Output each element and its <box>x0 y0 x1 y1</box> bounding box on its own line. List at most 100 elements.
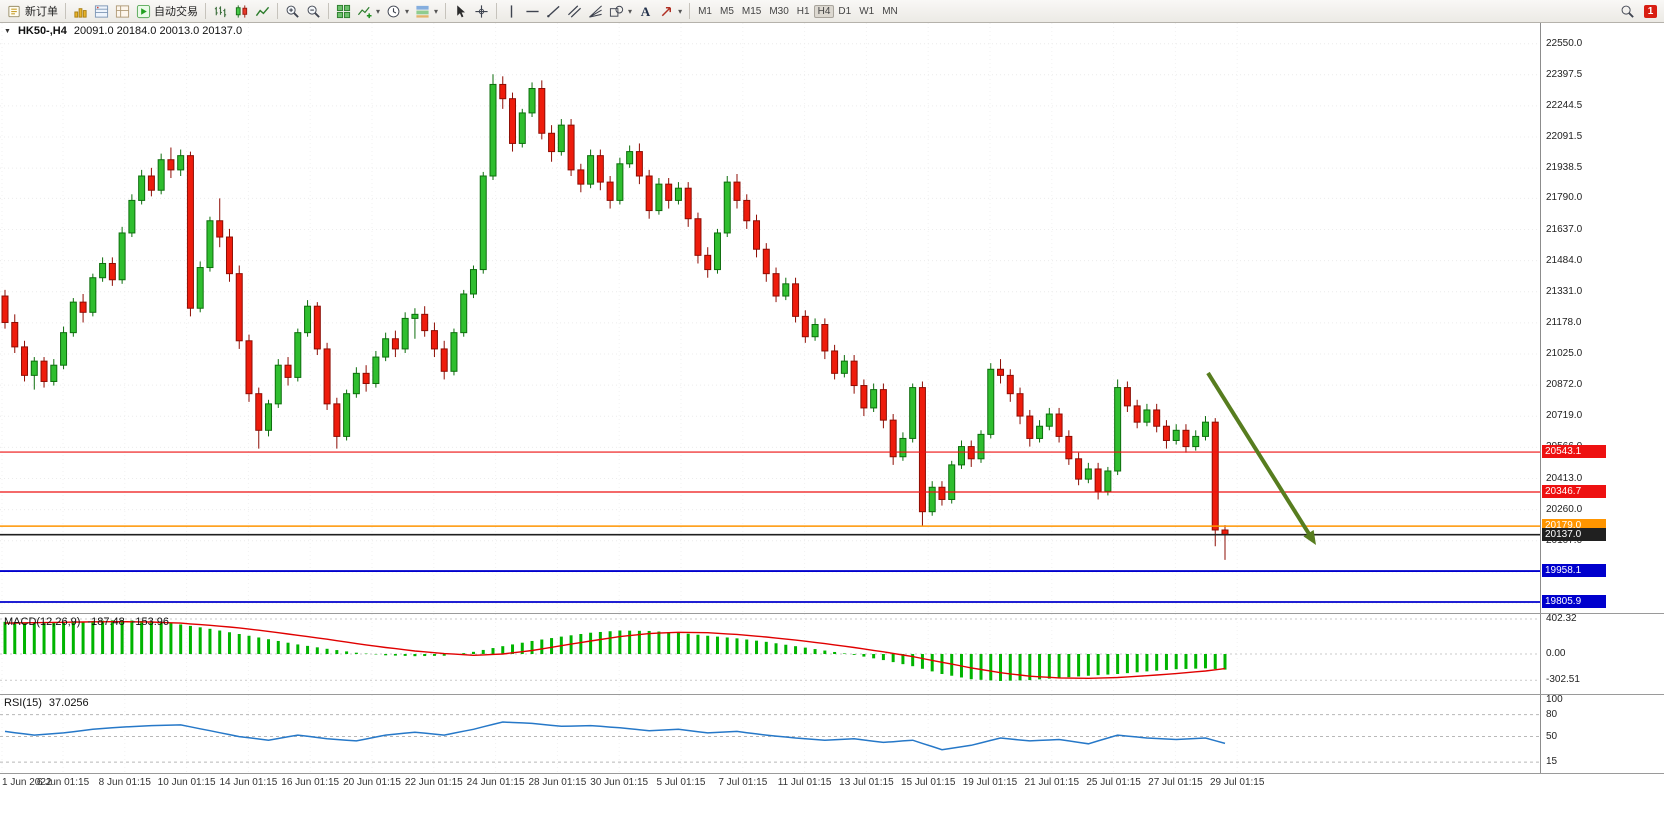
shapes-icon <box>609 5 624 17</box>
search-icon <box>1621 5 1634 18</box>
macd-chart[interactable] <box>0 614 1540 694</box>
chart-symbol-period: HK50-,H4 <box>17 25 67 37</box>
candle <box>635 151 643 177</box>
crosshair-button[interactable] <box>471 3 492 20</box>
timeframe-mn-button[interactable]: MN <box>882 5 898 17</box>
toolbar-separator <box>65 3 66 19</box>
candle <box>1133 405 1141 423</box>
candle <box>909 387 917 439</box>
toolbar-separator <box>445 3 447 19</box>
price-tick: 21484.0 <box>1546 254 1583 266</box>
candle <box>1162 425 1170 441</box>
timeframe-d1-button[interactable]: D1 <box>838 5 852 17</box>
search-button[interactable] <box>1617 3 1638 20</box>
candle <box>1153 409 1161 427</box>
candle <box>1084 468 1092 480</box>
toolbar-separator <box>496 3 498 19</box>
tile-icon <box>336 4 351 18</box>
candles-icon <box>235 4 248 18</box>
candle <box>938 486 946 500</box>
candle <box>557 124 565 153</box>
candle <box>928 486 936 513</box>
macd-panel: 402.32 0.00 -302.51 MACD(12,26,9) -187.48 … <box>0 613 1664 694</box>
time-axis[interactable]: 1 Jun 2022 6 Jun 01:15 8 Jun 01:15 10 Jun 0… <box>0 773 1664 792</box>
candle <box>411 313 419 319</box>
indicators-button[interactable]: ▾ <box>354 3 383 20</box>
chevron-down-icon: ▾ <box>434 6 439 16</box>
price-axis[interactable]: 22550.0 22397.5 22244.5 22091.5 21938.5 21790… <box>1540 23 1664 613</box>
chevron-down-icon: ▾ <box>376 6 381 16</box>
cursor-button[interactable] <box>450 3 471 20</box>
zoom-out-icon <box>307 5 320 18</box>
candle <box>186 155 194 309</box>
candle <box>216 220 224 238</box>
trendline-button[interactable] <box>543 3 564 20</box>
candle <box>704 254 712 271</box>
timeframe-w1-button[interactable]: W1 <box>859 5 875 17</box>
auto-trading-button[interactable]: 自动交易 <box>133 2 201 20</box>
zoom-out-button[interactable] <box>303 3 324 20</box>
price-level-badge: 20137.0 <box>1542 527 1606 541</box>
vertical-line-button[interactable] <box>501 3 522 20</box>
candle <box>987 368 995 435</box>
time-label: 8 Jun 01:15 <box>98 777 151 788</box>
equidistant-channel-button[interactable] <box>564 3 585 20</box>
candle <box>548 132 556 153</box>
periods-button[interactable]: ▾ <box>383 3 412 20</box>
crosshair-icon <box>475 4 488 18</box>
horizontal-line-button[interactable] <box>522 3 543 20</box>
candle <box>626 151 634 165</box>
candle <box>196 267 204 309</box>
bar-chart-button[interactable] <box>210 3 231 20</box>
candle <box>801 315 809 338</box>
time-label: 20 Jun 01:15 <box>343 777 401 788</box>
zoom-in-button[interactable] <box>282 3 303 20</box>
candle <box>1055 413 1063 437</box>
timeframe-h4-button[interactable]: H4 <box>813 4 835 18</box>
candle <box>957 446 965 466</box>
navigator-button[interactable] <box>112 3 133 20</box>
candle <box>1075 458 1083 480</box>
shapes-button[interactable]: ▾ <box>606 3 635 20</box>
candlestick-chart[interactable] <box>0 23 1540 613</box>
candle <box>177 155 185 171</box>
candle <box>528 88 536 114</box>
annotation-arrow[interactable] <box>1206 371 1313 538</box>
rsi-chart[interactable] <box>0 695 1540 773</box>
candle <box>753 220 761 250</box>
tile-windows-button[interactable] <box>333 3 354 20</box>
timeframe-h1-button[interactable]: H1 <box>796 5 810 17</box>
toolbar-groups: 新订单 自动交易 ▾ ▾ ▾ ▾ A ▾ M1 M5 M15 M30 H1 H4 D1 W1 MN <box>4 0 902 22</box>
candle <box>879 389 887 421</box>
toolbar-separator <box>689 3 691 19</box>
templates-button[interactable]: ▾ <box>412 3 441 20</box>
timeframe-m5-button[interactable]: M5 <box>719 5 734 17</box>
rsi-value: 37.0256 <box>48 697 89 709</box>
candle <box>235 273 243 342</box>
symbol-dropdown-icon[interactable]: ▼ <box>4 27 11 35</box>
time-label: 1 Jun 2022 <box>2 777 52 788</box>
charts-button[interactable] <box>70 3 91 20</box>
candle <box>870 389 878 409</box>
timeframe-m15-button[interactable]: M15 <box>741 5 762 17</box>
candle <box>265 403 273 431</box>
rsi-tick: 15 <box>1546 756 1558 768</box>
notification-badge[interactable]: 1 <box>1644 4 1657 18</box>
text-button[interactable]: A <box>635 3 656 20</box>
line-icon <box>255 6 270 16</box>
timeframe-m1-button[interactable]: M1 <box>698 5 712 17</box>
fibonacci-button[interactable] <box>585 3 606 20</box>
market-watch-button[interactable] <box>91 3 112 20</box>
new-order-button[interactable]: 新订单 <box>4 2 61 20</box>
candle <box>967 446 975 460</box>
time-label: 28 Jun 01:15 <box>528 777 587 788</box>
price-tick: 21938.5 <box>1546 162 1583 174</box>
timeframe-m30-button[interactable]: M30 <box>769 5 789 17</box>
candle <box>811 324 819 338</box>
candlestick-chart-button[interactable] <box>231 3 252 20</box>
line-chart-button[interactable] <box>252 3 273 20</box>
candle <box>1094 468 1102 492</box>
candles-series <box>1 74 1229 560</box>
candle <box>50 364 58 382</box>
arrows-button[interactable]: ▾ <box>656 3 685 20</box>
